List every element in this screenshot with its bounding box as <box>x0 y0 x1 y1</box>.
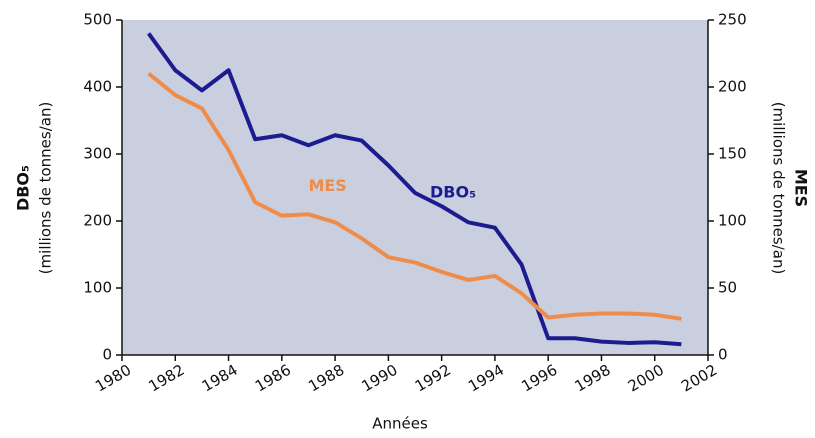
x-tick-label: 2002 <box>678 361 720 396</box>
x-tick-label: 1984 <box>199 361 241 396</box>
series-label: MES <box>308 176 346 195</box>
y2-tick-label: 250 <box>718 11 747 29</box>
y2-tick-label: 100 <box>718 212 747 230</box>
y-tick-label: 200 <box>83 212 112 230</box>
y2-tick-label: 50 <box>718 279 737 297</box>
x-tick-label: 1996 <box>518 361 560 396</box>
series-line <box>147 32 682 347</box>
y-tick-label: 100 <box>83 279 112 297</box>
plot-area <box>122 20 708 355</box>
y2-tick-label: 0 <box>718 346 728 364</box>
y-axis-title: DBO₅ <box>14 165 33 211</box>
series-line <box>147 72 682 321</box>
x-tick-label: 1998 <box>572 361 614 396</box>
y-tick-label: 0 <box>102 346 112 364</box>
series-label: DBO₅ <box>430 182 476 201</box>
x-axis-title: Années <box>372 415 428 433</box>
x-tick-label: 2000 <box>625 361 667 396</box>
y-tick-label: 500 <box>83 11 112 29</box>
x-tick-label: 1994 <box>465 361 507 396</box>
x-tick-label: 1992 <box>412 361 454 396</box>
y2-tick-label: 200 <box>718 78 747 96</box>
y2-axis-subtitle: (millions de tonnes/an) <box>770 102 788 275</box>
x-tick-label: 1980 <box>92 361 134 396</box>
x-tick-label: 1990 <box>359 361 401 396</box>
y-tick-label: 300 <box>83 145 112 163</box>
x-tick-label: 1982 <box>145 361 187 396</box>
y-tick-label: 400 <box>83 78 112 96</box>
x-tick-label: 1988 <box>305 361 347 396</box>
x-tick-label: 1986 <box>252 361 294 396</box>
y-axis-subtitle: (millions de tonnes/an) <box>37 102 55 275</box>
y2-axis-title: MES <box>792 169 811 207</box>
y2-tick-label: 150 <box>718 145 747 163</box>
